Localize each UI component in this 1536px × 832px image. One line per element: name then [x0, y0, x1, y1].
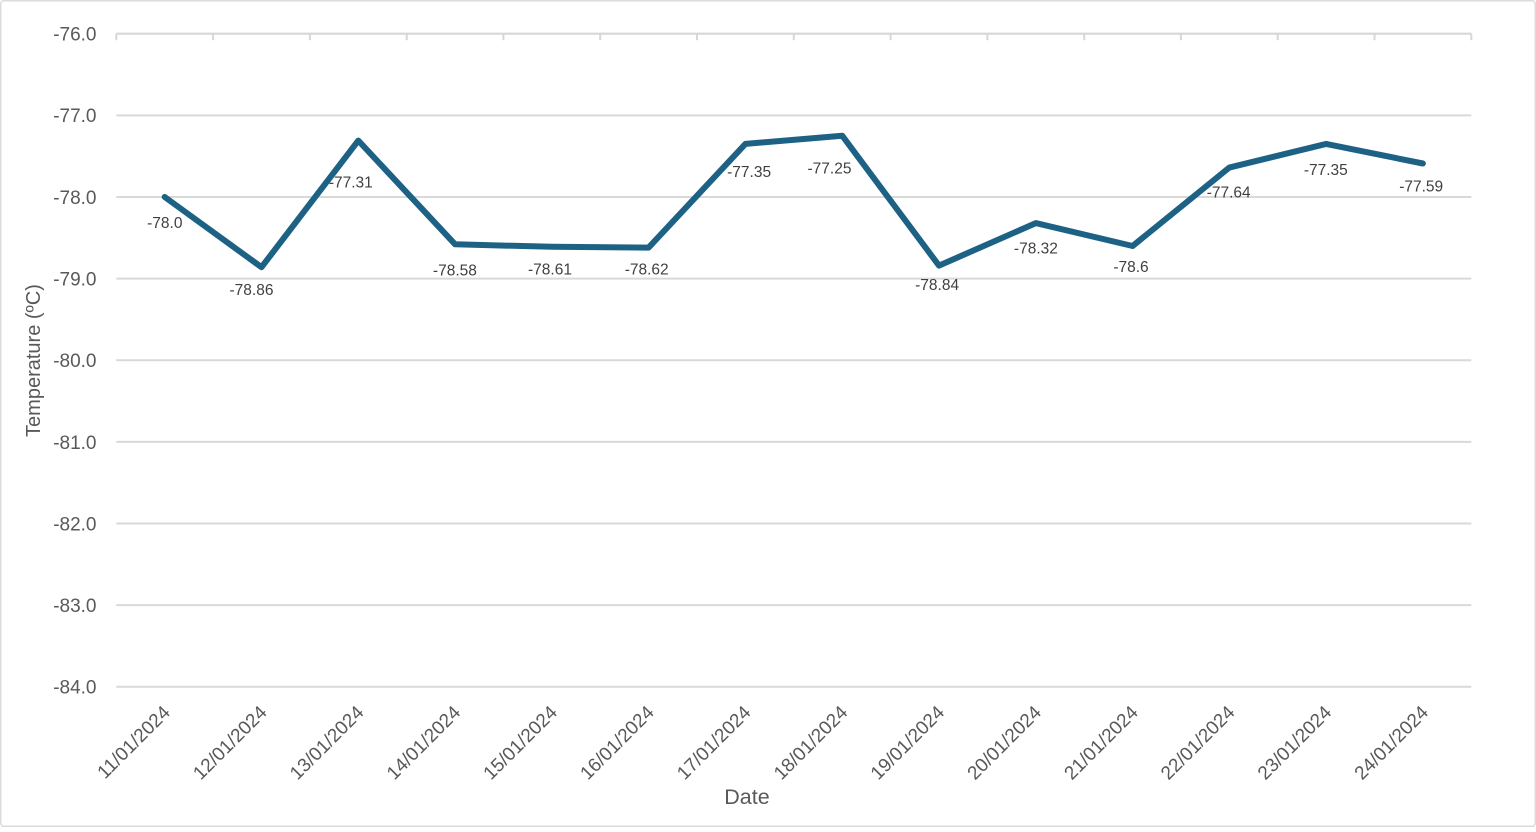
svg-text:-84.0: -84.0 — [53, 678, 96, 699]
svg-text:-77.25: -77.25 — [808, 161, 852, 178]
svg-text:-78.62: -78.62 — [625, 261, 669, 278]
svg-text:-77.31: -77.31 — [329, 175, 373, 192]
svg-text:-80.0: -80.0 — [53, 351, 96, 372]
svg-text:-78.6: -78.6 — [1113, 259, 1148, 276]
svg-text:Temperature (ºC): Temperature (ºC) — [23, 284, 45, 437]
svg-text:-78.84: -78.84 — [915, 277, 959, 294]
svg-text:-76.0: -76.0 — [53, 25, 96, 46]
svg-text:-81.0: -81.0 — [53, 433, 96, 454]
svg-text:-78.86: -78.86 — [230, 282, 274, 299]
svg-text:-78.61: -78.61 — [528, 262, 572, 279]
svg-text:-77.0: -77.0 — [53, 106, 96, 127]
svg-text:-78.32: -78.32 — [1014, 241, 1058, 258]
svg-text:-78.0: -78.0 — [53, 188, 96, 209]
svg-text:-83.0: -83.0 — [53, 596, 96, 617]
svg-text:Date: Date — [724, 785, 769, 809]
svg-text:-79.0: -79.0 — [53, 270, 96, 291]
svg-text:-77.59: -77.59 — [1399, 179, 1443, 196]
svg-text:-78.0: -78.0 — [147, 215, 183, 232]
svg-text:-78.58: -78.58 — [433, 263, 477, 280]
svg-text:-77.35: -77.35 — [1304, 162, 1348, 179]
svg-text:-77.64: -77.64 — [1207, 185, 1251, 202]
svg-text:-77.35: -77.35 — [727, 164, 771, 181]
svg-text:-82.0: -82.0 — [53, 514, 96, 535]
